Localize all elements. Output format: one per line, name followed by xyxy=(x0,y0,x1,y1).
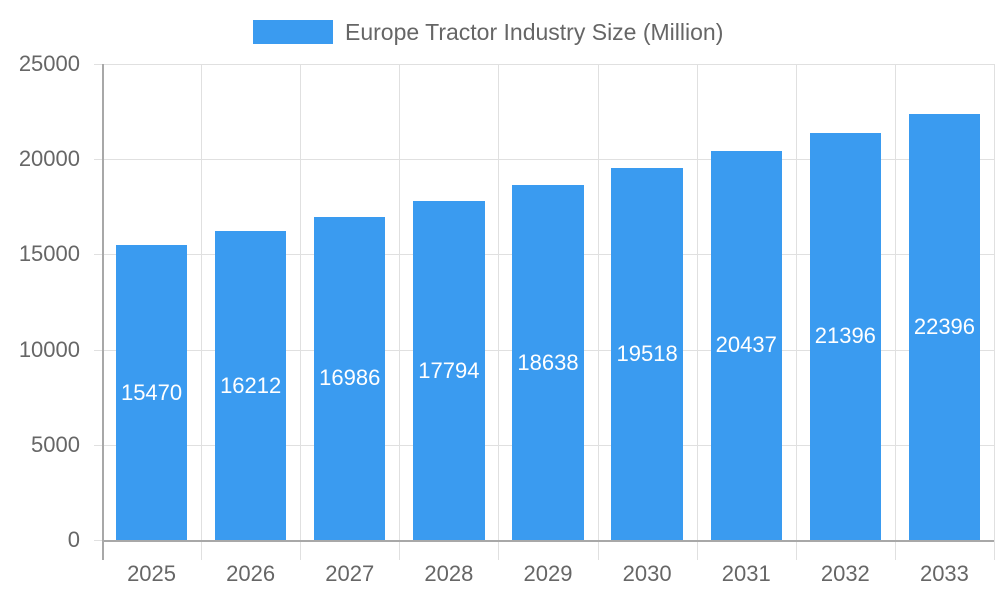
x-tick-label: 2028 xyxy=(424,561,474,586)
y-tick-label: 5000 xyxy=(31,431,80,457)
bar-value-label: 22396 xyxy=(913,313,976,339)
legend[interactable]: Europe Tractor Industry Size (Million) xyxy=(253,18,723,46)
gridline-vertical xyxy=(895,64,896,560)
bar-value-label: 16986 xyxy=(319,365,381,391)
legend-swatch xyxy=(253,20,333,44)
y-tick-label: 25000 xyxy=(18,51,80,76)
x-tick-label: 2026 xyxy=(226,561,276,586)
bar[interactable] xyxy=(710,150,782,540)
x-axis xyxy=(102,540,994,542)
bar[interactable] xyxy=(314,216,386,540)
gridline-vertical xyxy=(201,64,202,560)
y-tick-label: 20000 xyxy=(18,146,80,172)
legend-label: Europe Tractor Industry Size (Million) xyxy=(345,18,724,45)
gridline-vertical xyxy=(300,64,301,560)
bar[interactable] xyxy=(115,245,188,540)
x-tick-label: 2025 xyxy=(127,561,177,586)
bar-value-label: 19518 xyxy=(616,341,678,367)
bar-value-label: 16212 xyxy=(220,372,282,398)
bar-value-label: 21396 xyxy=(814,323,876,349)
gridline-vertical xyxy=(498,64,499,560)
gridline-vertical xyxy=(399,64,400,560)
y-tick-label: 10000 xyxy=(18,336,80,362)
gridline-horizontal xyxy=(94,64,994,65)
y-tick-label: 0 xyxy=(67,527,80,552)
bar-value-label: 15470 xyxy=(120,379,183,405)
gridline-horizontal xyxy=(94,159,994,160)
x-tick-label: 2029 xyxy=(523,561,573,586)
gridline-vertical xyxy=(598,64,599,560)
bar[interactable] xyxy=(413,201,485,540)
bar[interactable] xyxy=(214,231,287,540)
y-axis xyxy=(102,64,104,560)
x-tick-label: 2030 xyxy=(622,561,672,586)
bar-value-label: 17794 xyxy=(418,357,480,383)
y-tick-label: 15000 xyxy=(18,241,80,267)
gridline-vertical xyxy=(796,64,797,560)
bar[interactable] xyxy=(908,113,981,540)
gridline-vertical xyxy=(994,64,995,560)
gridline-vertical xyxy=(697,64,698,560)
bar[interactable] xyxy=(809,132,881,540)
x-tick-label: 2027 xyxy=(325,561,375,586)
x-tick-label: 2033 xyxy=(919,561,969,586)
bar-value-label: 18638 xyxy=(517,349,579,375)
x-tick-label: 2032 xyxy=(820,561,870,586)
bar[interactable] xyxy=(611,168,683,540)
x-tick-label: 2031 xyxy=(721,561,771,586)
bar[interactable] xyxy=(512,185,584,540)
bar-value-label: 20437 xyxy=(715,332,777,358)
